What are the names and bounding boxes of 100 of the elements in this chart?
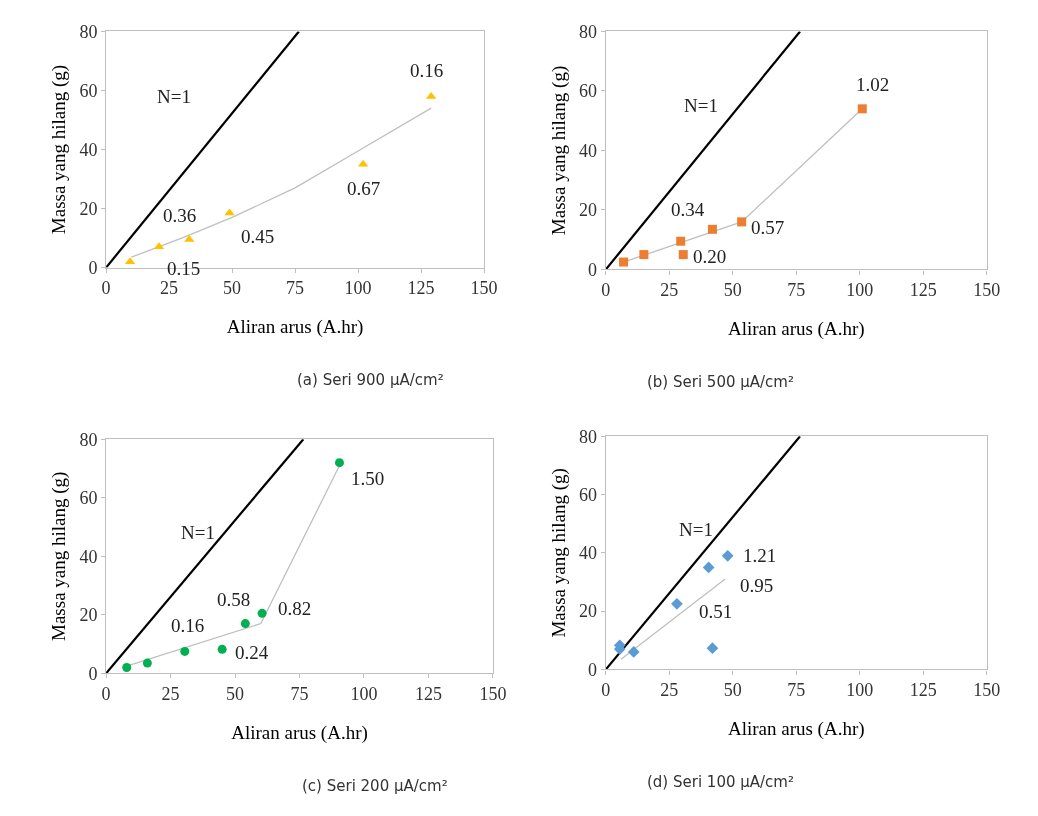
y-tick-label: 0 xyxy=(88,663,98,684)
x-tick-label: 50 xyxy=(226,684,245,705)
x-tick-label: 0 xyxy=(601,280,611,301)
point xyxy=(122,662,132,672)
annotation: 0.16 xyxy=(410,60,444,81)
annotation: N=1 xyxy=(181,522,215,543)
x-tick-label: 150 xyxy=(973,680,1001,701)
x-tick-label: 125 xyxy=(909,680,937,701)
x-tick-label: 100 xyxy=(350,684,378,705)
x-tick-label: 100 xyxy=(344,278,372,299)
x-tick-label: 125 xyxy=(414,684,442,705)
point xyxy=(671,598,683,610)
point xyxy=(639,250,649,260)
point xyxy=(737,217,747,227)
x-tick-label: 150 xyxy=(470,278,498,299)
y-tick-label: 40 xyxy=(79,546,98,567)
point xyxy=(707,224,717,234)
x-tick-label: 150 xyxy=(973,280,1001,301)
y-tick-label: 0 xyxy=(588,659,598,680)
point xyxy=(619,257,629,267)
annotation: 0.95 xyxy=(740,575,774,596)
annotation: 0.45 xyxy=(241,226,275,247)
x-axis-title: Aliran arus (A.hr) xyxy=(727,317,865,340)
y-axis-title: Massa yang hilang (g) xyxy=(48,64,71,235)
annotation: 0.36 xyxy=(163,205,197,226)
x-tick-label: 100 xyxy=(846,280,874,301)
annotation: 0.58 xyxy=(217,589,251,610)
annotation: 0.51 xyxy=(699,601,733,622)
x-axis-title: Aliran arus (A.hr) xyxy=(231,721,368,744)
x-tick-label: 75 xyxy=(787,280,806,301)
y-axis-title: Massa yang hilang (g) xyxy=(547,468,570,638)
point xyxy=(257,608,267,618)
x-tick-label: 75 xyxy=(286,278,305,299)
y-tick-label: 80 xyxy=(579,426,598,447)
y-tick-label: 40 xyxy=(579,140,598,161)
point xyxy=(334,458,344,468)
annotation: 0.67 xyxy=(347,178,381,199)
text: (b) Seri 500 µA/cm² xyxy=(647,373,794,391)
text: (d) Seri 100 µA/cm² xyxy=(647,773,794,791)
annotation: 0.16 xyxy=(171,615,205,636)
annotation: N=1 xyxy=(679,519,713,540)
x-tick-label: 50 xyxy=(723,280,742,301)
point xyxy=(678,250,688,260)
text: (c) Seri 200 µA/cm² xyxy=(302,777,448,795)
x-tick-label: 0 xyxy=(101,684,111,705)
point xyxy=(721,549,734,562)
y-tick-label: 20 xyxy=(79,605,98,626)
y-tick-label: 40 xyxy=(79,139,98,160)
point xyxy=(627,646,640,658)
annotation: 0.57 xyxy=(751,217,785,238)
y-tick-label: 80 xyxy=(579,21,598,42)
y-tick-label: 60 xyxy=(579,81,598,102)
point xyxy=(702,561,715,574)
y-tick-label: 0 xyxy=(588,259,598,280)
annotation: 0.34 xyxy=(671,199,705,220)
point xyxy=(224,208,235,216)
y-tick-label: 60 xyxy=(79,80,98,101)
x-tick-label: 75 xyxy=(290,684,309,705)
x-tick-label: 150 xyxy=(479,684,507,705)
annotation: 0.15 xyxy=(167,258,201,279)
point xyxy=(857,104,867,114)
annotation: 1.50 xyxy=(351,468,385,489)
point xyxy=(180,646,190,656)
y-tick-label: 0 xyxy=(88,257,98,278)
annotation: 1.02 xyxy=(856,74,890,95)
y-tick-label: 60 xyxy=(79,488,98,509)
x-tick-label: 125 xyxy=(407,278,435,299)
y-tick-label: 20 xyxy=(79,198,98,219)
y-tick-label: 40 xyxy=(579,543,598,564)
x-tick-label: 25 xyxy=(660,280,679,301)
x-tick-label: 50 xyxy=(223,278,242,299)
y-tick-label: 20 xyxy=(579,200,598,221)
annotation: 0.82 xyxy=(278,598,312,619)
point xyxy=(240,619,250,629)
annotation: N=1 xyxy=(157,86,191,107)
y-tick-label: 20 xyxy=(579,601,598,622)
text: (a) Seri 900 µA/cm² xyxy=(297,371,444,389)
point xyxy=(142,658,152,668)
annotation: 1.21 xyxy=(743,545,777,566)
x-tick-label: 25 xyxy=(660,680,679,701)
x-tick-label: 0 xyxy=(601,680,611,701)
annotation: 0.20 xyxy=(693,246,727,267)
point xyxy=(217,644,227,654)
x-tick-label: 25 xyxy=(160,278,179,299)
annotation: 0.24 xyxy=(235,642,269,663)
x-tick-label: 100 xyxy=(846,680,874,701)
point xyxy=(676,236,686,246)
y-tick-label: 80 xyxy=(79,429,98,450)
point xyxy=(706,642,719,655)
y-axis-title: Massa yang hilang (g) xyxy=(547,65,570,236)
x-tick-label: 125 xyxy=(909,280,937,301)
x-tick-label: 0 xyxy=(101,278,111,299)
x-tick-label: 75 xyxy=(787,680,806,701)
y-axis-title: Massa yang hilang (g) xyxy=(48,471,71,641)
y-tick-label: 60 xyxy=(579,484,598,505)
x-axis-title: Aliran arus (A.hr) xyxy=(727,717,865,740)
annotation: N=1 xyxy=(684,95,718,116)
x-tick-label: 50 xyxy=(723,680,742,701)
y-tick-label: 80 xyxy=(79,21,98,42)
x-tick-label: 25 xyxy=(161,684,180,705)
